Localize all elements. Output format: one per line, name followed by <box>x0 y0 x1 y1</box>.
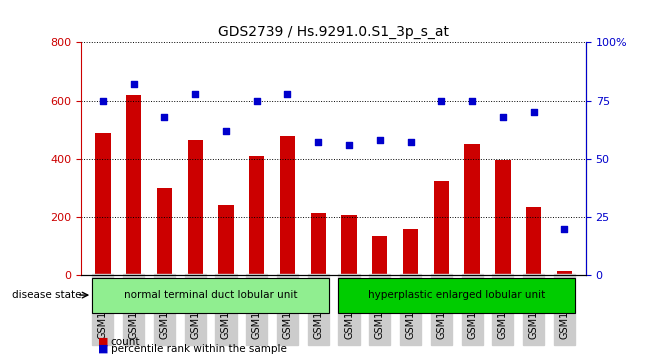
Bar <box>218 205 234 275</box>
Bar <box>557 271 572 275</box>
Point <box>344 142 354 148</box>
Point <box>159 114 170 120</box>
FancyBboxPatch shape <box>92 278 329 313</box>
Bar <box>126 95 141 275</box>
Bar <box>280 136 295 275</box>
Title: GDS2739 / Hs.9291.0.S1_3p_s_at: GDS2739 / Hs.9291.0.S1_3p_s_at <box>218 25 449 39</box>
Bar <box>403 229 418 275</box>
Point <box>251 98 262 103</box>
Point <box>221 128 231 134</box>
Bar <box>372 236 387 275</box>
Bar <box>157 188 172 275</box>
Point <box>313 140 324 145</box>
Text: count: count <box>111 337 140 347</box>
Text: ■: ■ <box>98 344 108 354</box>
Point <box>128 81 139 87</box>
Text: disease state: disease state <box>12 290 81 300</box>
Point <box>190 91 201 97</box>
Bar <box>495 160 510 275</box>
Text: ■: ■ <box>98 337 108 347</box>
Bar <box>95 133 111 275</box>
Point <box>374 137 385 143</box>
Point <box>436 98 447 103</box>
Bar <box>341 216 357 275</box>
Point <box>406 140 416 145</box>
Bar <box>187 140 203 275</box>
Bar <box>434 181 449 275</box>
Point <box>559 226 570 232</box>
Bar <box>464 144 480 275</box>
Bar <box>311 212 326 275</box>
Point <box>283 91 293 97</box>
Text: normal terminal duct lobular unit: normal terminal duct lobular unit <box>124 290 298 300</box>
Point <box>467 98 477 103</box>
Text: hyperplastic enlarged lobular unit: hyperplastic enlarged lobular unit <box>368 290 546 300</box>
Point <box>497 114 508 120</box>
Bar <box>526 207 541 275</box>
Point <box>529 109 539 115</box>
FancyBboxPatch shape <box>339 278 575 313</box>
Point <box>98 98 108 103</box>
Text: percentile rank within the sample: percentile rank within the sample <box>111 344 286 354</box>
Bar <box>249 156 264 275</box>
